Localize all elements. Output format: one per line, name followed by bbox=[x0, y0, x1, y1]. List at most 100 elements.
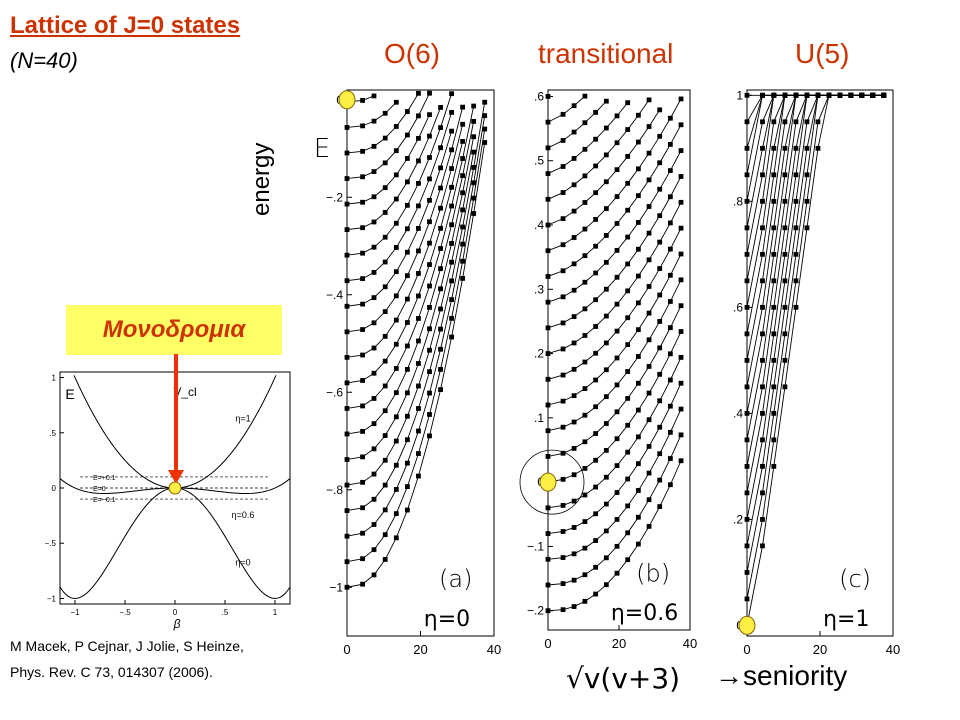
lattice-point bbox=[614, 382, 620, 388]
lattice-point bbox=[646, 97, 652, 103]
lattice-point bbox=[657, 451, 663, 457]
lattice-point bbox=[646, 204, 652, 209]
lattice-line bbox=[746, 94, 884, 599]
lattice-point bbox=[657, 424, 663, 430]
lattice-point bbox=[449, 184, 454, 190]
lattice-point bbox=[760, 304, 765, 310]
lattice-line bbox=[547, 202, 682, 355]
lattice-point bbox=[678, 174, 684, 179]
lattice-point bbox=[571, 472, 577, 478]
lattice-point bbox=[614, 490, 620, 495]
parameter-label: η=0 bbox=[424, 607, 470, 632]
lattice-point bbox=[393, 172, 399, 178]
x-tick-label: 0 bbox=[343, 642, 350, 657]
lattice-point bbox=[771, 410, 777, 416]
lattice-point bbox=[471, 103, 477, 109]
lattice-point bbox=[793, 251, 799, 257]
lattice-point bbox=[782, 331, 788, 337]
lattice-point bbox=[560, 242, 566, 248]
lattice-point bbox=[657, 266, 663, 271]
lattice-point bbox=[657, 371, 663, 377]
lattice-point bbox=[545, 171, 551, 176]
lattice-point bbox=[635, 354, 641, 359]
page-subtitle: (N=40) bbox=[10, 48, 78, 73]
inset-series-label: η=1 bbox=[235, 414, 250, 424]
y-tick-label: .4 bbox=[534, 218, 544, 232]
lattice-point bbox=[449, 91, 454, 97]
lattice-point bbox=[382, 507, 388, 513]
lattice-point bbox=[482, 99, 488, 105]
y-tick-label: .6 bbox=[733, 300, 743, 314]
lattice-point bbox=[793, 225, 799, 231]
lattice-point bbox=[416, 90, 421, 96]
lattice-point bbox=[744, 251, 750, 257]
lattice-point bbox=[614, 194, 620, 199]
lattice-point bbox=[404, 320, 410, 325]
lattice-point bbox=[635, 461, 641, 467]
lattice-group-1 bbox=[545, 93, 684, 614]
lattice-line bbox=[346, 93, 430, 179]
lattice-point bbox=[438, 225, 443, 231]
lattice-point bbox=[571, 498, 577, 504]
lattice-point bbox=[449, 315, 454, 321]
lattice-point bbox=[449, 241, 454, 246]
lattice-point bbox=[344, 201, 350, 207]
lattice-line bbox=[346, 107, 464, 333]
lattice-point bbox=[646, 337, 652, 343]
lattice-point bbox=[427, 412, 432, 417]
lattice-point bbox=[571, 551, 577, 557]
lattice-point bbox=[416, 383, 421, 389]
lattice-point bbox=[393, 341, 399, 347]
page-title: Lattice of J=0 states bbox=[10, 12, 241, 39]
inset-y-tick-label: 1 bbox=[52, 374, 57, 383]
lattice-point bbox=[460, 139, 466, 144]
lattice-point bbox=[382, 408, 388, 414]
lattice-point bbox=[545, 505, 551, 511]
y-tick-label: −.4 bbox=[326, 288, 343, 302]
lattice-point bbox=[416, 338, 421, 344]
y-tick-label: .3 bbox=[534, 282, 544, 296]
lattice-point bbox=[560, 216, 566, 222]
lattice-point bbox=[427, 219, 432, 225]
lattice-point bbox=[482, 140, 488, 145]
lattice-point bbox=[614, 409, 620, 415]
lattice-point bbox=[371, 345, 377, 351]
lattice-point bbox=[471, 165, 477, 170]
lattice-point bbox=[760, 410, 765, 416]
lattice-point bbox=[438, 266, 443, 272]
lattice-point bbox=[560, 294, 566, 300]
lattice-point bbox=[371, 547, 377, 553]
lattice-point bbox=[560, 190, 566, 195]
lattice-point bbox=[582, 279, 588, 285]
x-axis-label: √v(v+3) bbox=[566, 662, 681, 695]
lattice-point bbox=[438, 125, 443, 130]
y-tick-label: −.1 bbox=[527, 539, 544, 553]
lattice-point bbox=[744, 331, 750, 337]
lattice-point bbox=[344, 380, 350, 386]
lattice-point bbox=[545, 145, 551, 151]
lattice-point bbox=[382, 185, 388, 191]
lattice-point bbox=[593, 377, 599, 383]
lattice-point bbox=[603, 98, 609, 104]
lattice-point bbox=[657, 213, 663, 219]
lattice-point bbox=[646, 124, 652, 129]
lattice-point bbox=[393, 390, 399, 396]
lattice-point bbox=[438, 326, 443, 332]
lattice-point bbox=[635, 220, 641, 225]
lattice-point bbox=[582, 439, 588, 445]
lattice-line bbox=[746, 94, 884, 440]
lattice-point bbox=[678, 225, 684, 231]
lattice-point bbox=[404, 343, 410, 349]
lattice-point bbox=[571, 419, 577, 425]
lattice-point bbox=[744, 357, 750, 363]
lattice-point bbox=[438, 306, 443, 312]
lattice-point bbox=[416, 428, 421, 434]
lattice-point bbox=[360, 505, 365, 511]
lattice-point bbox=[360, 479, 365, 485]
lattice-point bbox=[635, 166, 641, 172]
lattice-line bbox=[346, 136, 475, 460]
lattice-point bbox=[382, 160, 388, 166]
lattice-point bbox=[571, 340, 577, 346]
lattice-point bbox=[593, 350, 599, 356]
lattice-point bbox=[625, 207, 631, 213]
